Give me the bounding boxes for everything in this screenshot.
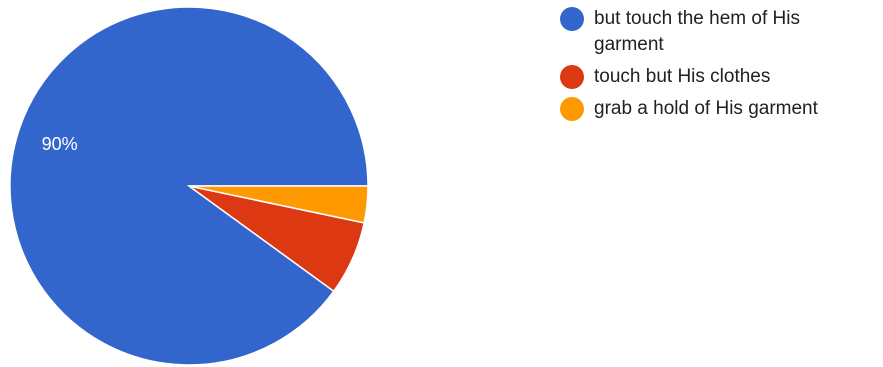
legend: but touch the hem of His garment touch b… — [560, 6, 880, 128]
slice-label-0: 90% — [42, 134, 78, 154]
pie-slice-2[interactable] — [188, 185, 369, 224]
legend-label-2: grab a hold of His garment — [594, 98, 818, 119]
legend-label-0: but touch the hem of His garment — [594, 8, 800, 55]
legend-label-1: touch but His clothes — [594, 66, 771, 87]
legend-swatch-0 — [560, 7, 584, 31]
legend-swatch-1 — [560, 65, 584, 89]
legend-item-2[interactable]: grab a hold of His garment — [560, 96, 880, 122]
legend-swatch-2 — [560, 97, 584, 121]
legend-item-1[interactable]: touch but His clothes — [560, 64, 880, 90]
legend-item-0[interactable]: but touch the hem of His garment — [560, 6, 880, 58]
